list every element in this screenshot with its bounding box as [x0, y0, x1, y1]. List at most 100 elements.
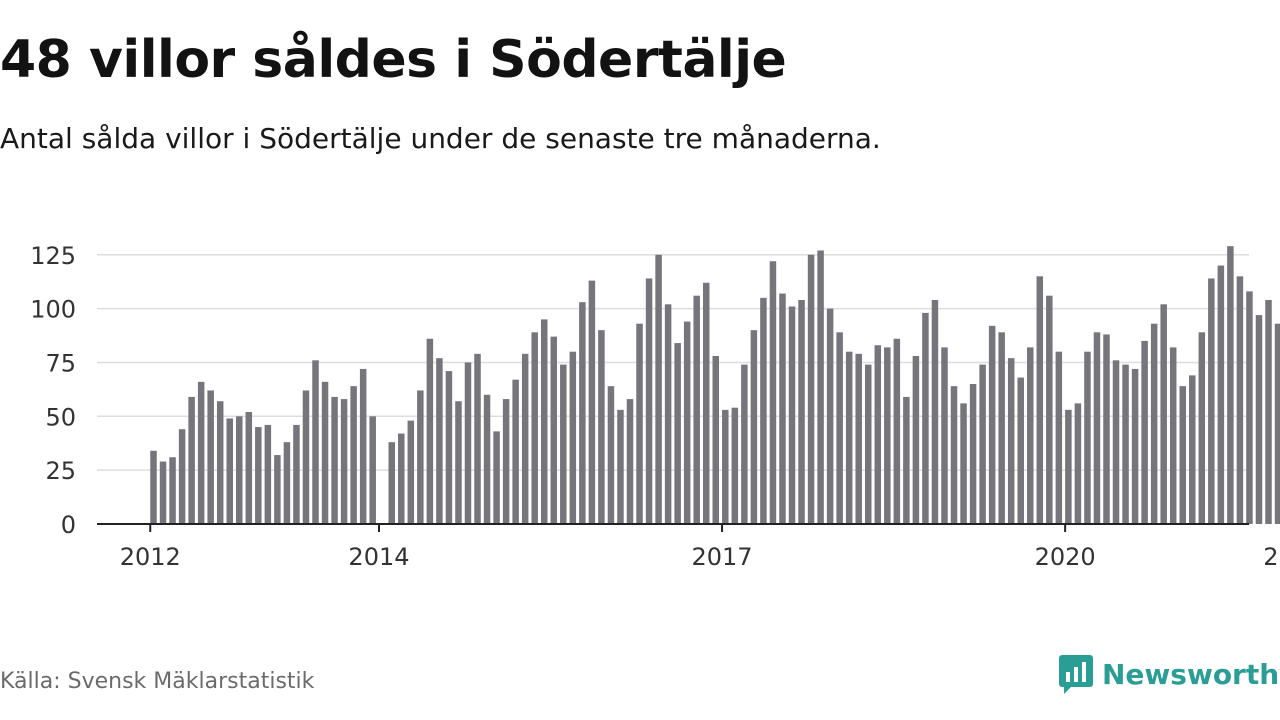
bar [912, 356, 920, 524]
bar [388, 442, 395, 524]
bar [1246, 291, 1253, 524]
bar [1236, 276, 1244, 524]
bar [216, 401, 224, 524]
bar [788, 306, 796, 524]
bar [531, 332, 538, 524]
bar [521, 353, 529, 524]
bar [683, 321, 691, 524]
bar [312, 360, 319, 524]
bar [664, 304, 672, 524]
bar [1131, 368, 1139, 524]
bar [845, 351, 853, 524]
y-tick-label: 0 [61, 511, 76, 539]
bar [502, 399, 510, 524]
bar [1179, 386, 1186, 524]
bar [302, 390, 310, 524]
bar [1122, 364, 1129, 524]
bar [865, 364, 872, 524]
newsworthy-logo-icon [1059, 655, 1093, 694]
bar [626, 399, 634, 524]
bar [655, 254, 662, 524]
bar [1160, 304, 1167, 524]
y-tick-label: 25 [45, 457, 76, 485]
bar [769, 261, 777, 524]
bar [636, 323, 643, 524]
bar [398, 433, 405, 524]
bar [445, 371, 453, 524]
bar [674, 343, 681, 524]
bar [150, 450, 157, 524]
bar [1036, 276, 1044, 524]
bar [884, 347, 891, 524]
bar [645, 278, 653, 524]
bar [1065, 409, 1072, 524]
x-tick-label: 2020 [1035, 543, 1096, 571]
bar [255, 427, 262, 524]
bar [1265, 300, 1272, 524]
bar [607, 386, 615, 524]
bar [274, 455, 281, 524]
bar [1274, 323, 1280, 524]
bar [226, 418, 233, 524]
chart-title: 48 villor såldes i Södertälje [0, 30, 787, 90]
bar [1141, 340, 1148, 524]
bar [331, 396, 338, 524]
bar [369, 416, 376, 524]
bar [1007, 358, 1015, 524]
bar [350, 386, 357, 524]
bar [359, 368, 367, 524]
bar [893, 338, 901, 524]
bar [1074, 403, 1082, 524]
bar [540, 319, 548, 524]
bar [483, 394, 491, 524]
y-tick-label: 100 [30, 296, 76, 324]
bar [1084, 351, 1091, 524]
bar [969, 384, 977, 524]
bar [855, 353, 862, 524]
bar [321, 381, 329, 524]
bar [159, 461, 167, 524]
bar [236, 416, 243, 524]
bar [693, 295, 700, 524]
bar [293, 424, 300, 524]
source-note: Källa: Svensk Mäklarstatistik [0, 669, 315, 694]
bar [922, 312, 929, 524]
bar [617, 409, 624, 524]
bar [941, 347, 948, 524]
bar [1169, 347, 1177, 524]
bar [426, 338, 434, 524]
bar [1189, 375, 1196, 524]
bar [588, 280, 596, 524]
bar [1150, 323, 1158, 524]
bar [741, 364, 748, 524]
bar [417, 390, 424, 524]
bar [702, 282, 710, 524]
brand-logo[interactable]: Newsworthy [1058, 654, 1280, 694]
bar [340, 399, 348, 524]
bar [579, 302, 586, 524]
bar [722, 409, 729, 524]
axes [97, 523, 1249, 532]
bar [178, 429, 186, 524]
bar [874, 345, 882, 524]
bar [455, 401, 462, 524]
bar [1112, 360, 1120, 524]
bar [1027, 347, 1034, 524]
bar [560, 364, 567, 524]
bar [598, 330, 605, 524]
bar [1208, 278, 1215, 524]
bar [1055, 351, 1063, 524]
bar [169, 457, 176, 524]
bar [950, 386, 958, 524]
bar [988, 325, 996, 524]
bar [750, 330, 758, 524]
bar [1198, 332, 1206, 524]
brand-name: Newsworthy [1102, 657, 1280, 691]
bar [1255, 315, 1263, 524]
bar [1017, 377, 1024, 524]
x-tick-label: 2017 [692, 543, 753, 571]
bar [903, 396, 910, 524]
labels: 02550751001254820122014201720202022 [30, 242, 1280, 571]
bar [264, 424, 272, 524]
